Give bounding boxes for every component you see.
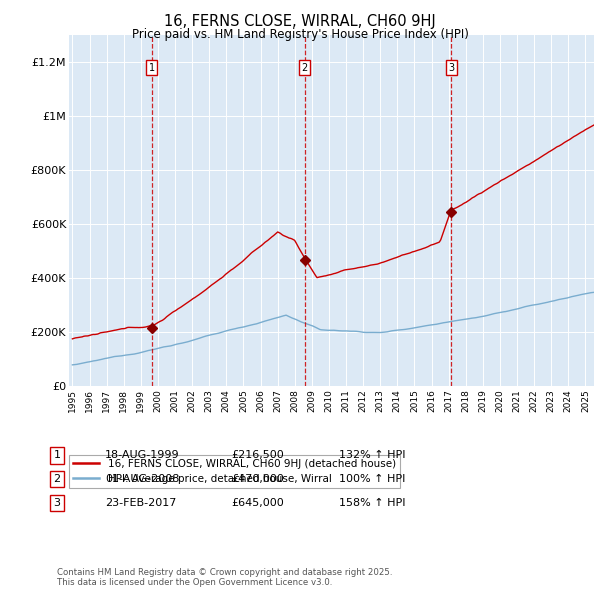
Text: 100% ↑ HPI: 100% ↑ HPI bbox=[339, 474, 406, 484]
Text: £470,000: £470,000 bbox=[231, 474, 284, 484]
Text: 18-AUG-1999: 18-AUG-1999 bbox=[105, 451, 179, 460]
Legend: 16, FERNS CLOSE, WIRRAL, CH60 9HJ (detached house), HPI: Average price, detached: 16, FERNS CLOSE, WIRRAL, CH60 9HJ (detac… bbox=[69, 455, 400, 489]
Text: 1: 1 bbox=[53, 451, 61, 460]
Text: 3: 3 bbox=[53, 498, 61, 507]
Text: 16, FERNS CLOSE, WIRRAL, CH60 9HJ: 16, FERNS CLOSE, WIRRAL, CH60 9HJ bbox=[164, 14, 436, 28]
Text: £216,500: £216,500 bbox=[231, 451, 284, 460]
Text: 2: 2 bbox=[302, 63, 308, 73]
Text: 132% ↑ HPI: 132% ↑ HPI bbox=[339, 451, 406, 460]
Text: Contains HM Land Registry data © Crown copyright and database right 2025.
This d: Contains HM Land Registry data © Crown c… bbox=[57, 568, 392, 587]
Text: 3: 3 bbox=[448, 63, 454, 73]
Text: 2: 2 bbox=[53, 474, 61, 484]
Text: 01-AUG-2008: 01-AUG-2008 bbox=[105, 474, 179, 484]
Text: 23-FEB-2017: 23-FEB-2017 bbox=[105, 498, 176, 507]
Text: 158% ↑ HPI: 158% ↑ HPI bbox=[339, 498, 406, 507]
Text: Price paid vs. HM Land Registry's House Price Index (HPI): Price paid vs. HM Land Registry's House … bbox=[131, 28, 469, 41]
Text: £645,000: £645,000 bbox=[231, 498, 284, 507]
Text: 1: 1 bbox=[149, 63, 155, 73]
